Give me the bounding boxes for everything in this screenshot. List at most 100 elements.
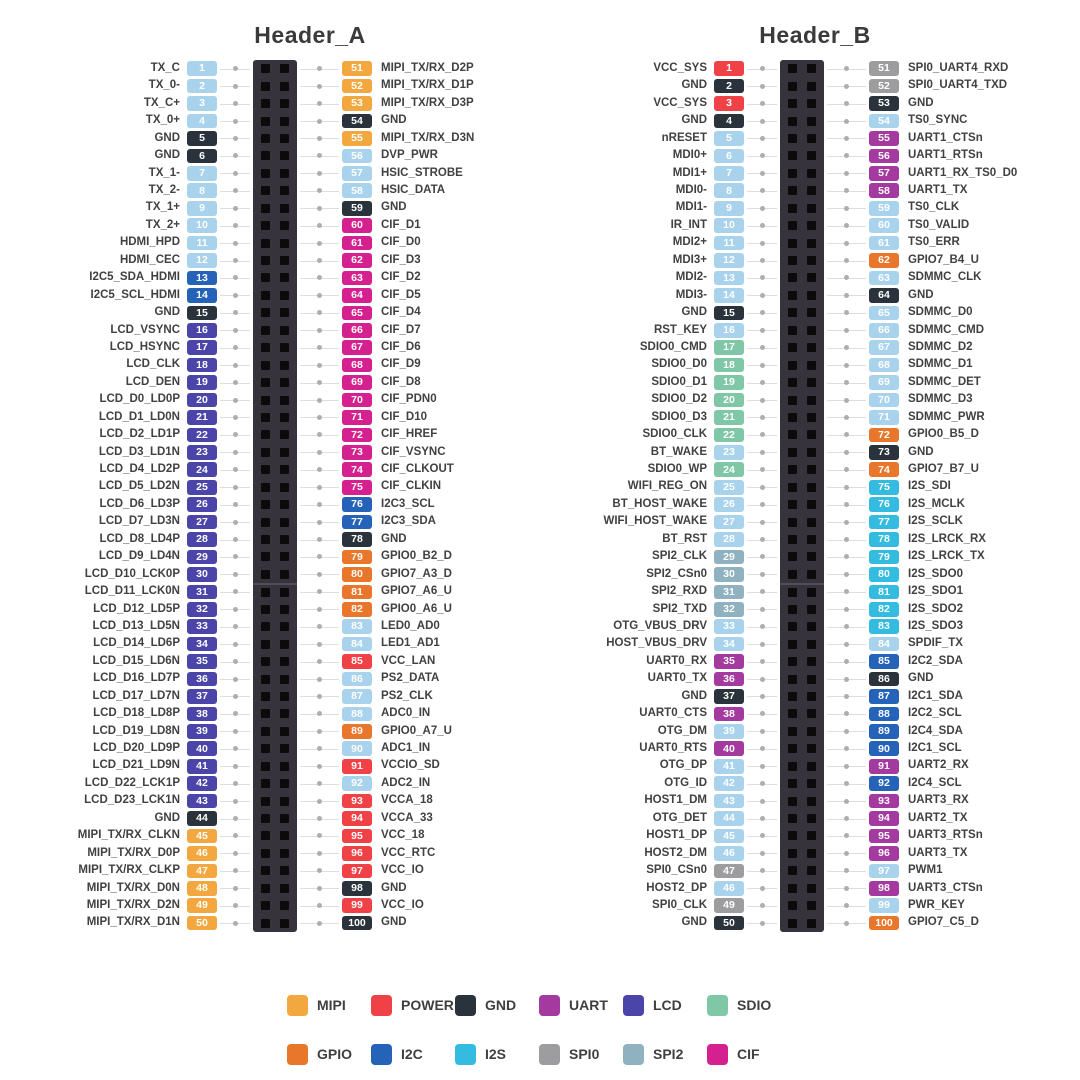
pin-dot: [232, 153, 238, 159]
connector-body-segment: [253, 129, 297, 148]
connector-body-segment: [253, 722, 297, 741]
pin-dot: [317, 170, 322, 176]
connector-hole: [280, 831, 289, 841]
pin-number-badge: 16: [187, 322, 217, 338]
pin-dot: [844, 641, 849, 647]
pin-dot: [232, 850, 238, 856]
connector-hole: [280, 814, 289, 824]
pin-number-badge: 6: [187, 148, 217, 164]
pin-label: HOST1_DP: [646, 829, 707, 842]
connector-hole: [280, 238, 289, 248]
pin-number-badge: 83: [869, 619, 899, 635]
pin-number-badge: 18: [714, 357, 744, 373]
pin-lead-line: [217, 566, 253, 583]
connector-hole: [261, 918, 270, 928]
pin-label: RST_KEY: [653, 323, 707, 336]
pin-number-badge: 47: [187, 863, 217, 879]
connector-hole: [788, 517, 797, 527]
pin-number-badge: 57: [869, 166, 899, 181]
legend-item: LCD: [623, 994, 707, 1016]
pin-dot: [317, 571, 322, 577]
pin-lead-line: [217, 758, 253, 775]
pin-dot: [232, 746, 238, 752]
connector-hole: [280, 918, 289, 928]
pin-number-badge: 62: [869, 253, 899, 268]
connector-hole: [280, 569, 289, 579]
pin-number-badge: 1: [187, 61, 217, 77]
connector-body-segment: [253, 670, 297, 688]
pin-number-badge: 44: [714, 811, 744, 826]
pin-number-badge: 32: [187, 601, 217, 617]
pin-dot: [844, 850, 849, 856]
pin-lead-line: [824, 182, 869, 199]
connector-body-segment: [780, 251, 824, 270]
pin-label: LCD_D4_LD2P: [99, 463, 180, 476]
connector-hole: [807, 360, 816, 370]
pin-number-badge: 33: [714, 619, 744, 635]
pin-number-badge: 6: [714, 148, 744, 164]
pin-label: TX_2-: [148, 184, 180, 197]
connector-hole: [807, 133, 816, 143]
connector-body-segment: [780, 356, 824, 374]
pin-row: TX_0- 2 52 MIPI_TX/RX_D1P: [40, 77, 551, 95]
pin-lead-line: [217, 635, 253, 652]
connector-hole: [788, 116, 797, 126]
pin-label: SDMMC_D3: [908, 393, 973, 406]
pin-dot: [232, 868, 238, 874]
pin-number-badge: 41: [187, 758, 217, 774]
connector-hole: [261, 691, 270, 701]
connector-body-segment: [253, 408, 297, 427]
pin-dot: [232, 711, 238, 717]
connector-hole: [788, 552, 797, 562]
pin-dot: [317, 240, 322, 246]
legend-label: GND: [485, 997, 517, 1013]
pin-dot: [232, 397, 238, 403]
pin-dot: [232, 310, 238, 316]
connector-body-segment: [780, 182, 824, 200]
pin-dot: [759, 362, 765, 368]
connector-body-segment: [253, 687, 297, 706]
pin-number-badge: 55: [869, 131, 899, 146]
pin-dot: [317, 641, 322, 647]
connector-hole: [807, 238, 816, 248]
pin-row: OTG_VBUS_DRV 33 83 I2S_SDO3: [567, 618, 1078, 636]
pin-number-badge: 35: [187, 654, 217, 669]
pin-dot: [317, 362, 322, 368]
pin-lead-line: [217, 496, 253, 513]
pin-number-badge: 34: [187, 636, 217, 652]
pin-lead-line: [744, 461, 780, 478]
pin-dot: [844, 589, 849, 595]
pin-label: SDIO0_D3: [651, 410, 707, 423]
connector-body-segment: [253, 182, 297, 200]
pin-row: HDMI_HPD 11 61 CIF_D0: [40, 234, 551, 252]
pin-label: CIF_D9: [381, 358, 421, 371]
connector-hole: [788, 81, 797, 91]
pin-label: GND: [381, 916, 407, 929]
connector-hole: [788, 430, 797, 440]
pin-number-badge: 21: [187, 410, 217, 425]
pin-dot: [317, 833, 322, 839]
pin-label: HOST_VBUS_DRV: [606, 637, 707, 650]
pin-row: LCD_CLK 18 68 CIF_D9: [40, 356, 551, 374]
pin-number-badge: 65: [342, 305, 372, 321]
legend-label: GPIO: [317, 1046, 353, 1062]
pin-label: UART1_RX_TS0_D0: [908, 166, 1018, 179]
pin-lead-line: [824, 479, 869, 496]
pin-label: MDI0+: [672, 149, 707, 162]
pin-dot: [844, 397, 849, 403]
connector-hole: [788, 639, 797, 649]
connector-hole: [807, 709, 816, 719]
pin-row: UART0_RTS 40 90 I2C1_SCL: [567, 740, 1078, 758]
connector-body-segment: [780, 530, 824, 549]
pin-lead-line: [217, 322, 253, 339]
pin-lead-line: [297, 200, 342, 217]
pin-lead-line: [744, 670, 780, 687]
pin-number-badge: 42: [187, 776, 217, 791]
connector-hole: [261, 290, 270, 300]
pin-label: CIF_D4: [381, 306, 421, 319]
pin-dot: [844, 798, 849, 804]
legend-swatch-power: [371, 994, 392, 1016]
pin-lead-line: [824, 339, 869, 356]
connector-hole: [261, 639, 270, 649]
pin-number-badge: 76: [869, 497, 899, 512]
